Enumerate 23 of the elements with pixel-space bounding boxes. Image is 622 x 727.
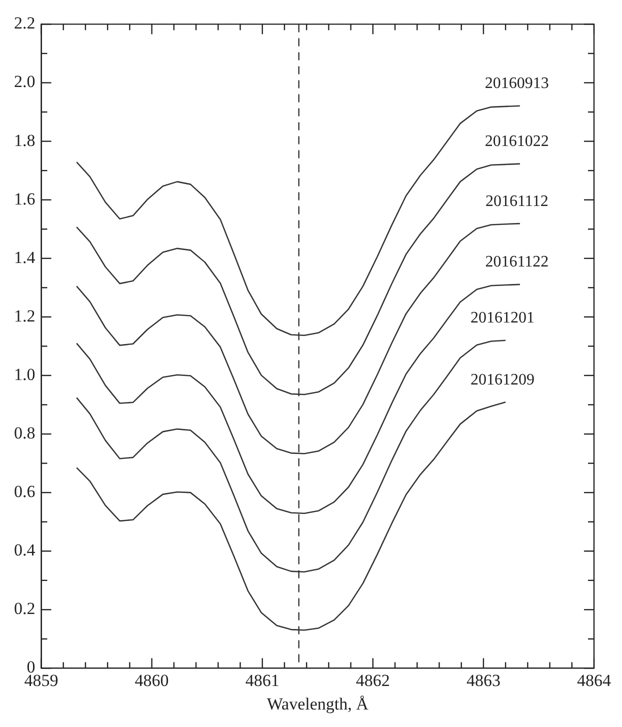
series-label: 20161112 — [486, 192, 548, 210]
x-axis-title: Wavelength, Å — [266, 694, 370, 714]
series-label: 20161022 — [484, 133, 549, 150]
y-tick-label: 0.4 — [14, 540, 36, 560]
series-label: 20161201 — [470, 310, 535, 327]
series-label: 20160913 — [484, 75, 549, 92]
x-tick-label: 4864 — [577, 670, 612, 690]
y-tick-label: 1.8 — [14, 130, 36, 150]
y-tick-label: 0.2 — [14, 599, 36, 618]
y-tick-label: 0.8 — [14, 423, 36, 442]
x-tick-label: 4861 — [245, 670, 280, 690]
x-tick-label: 4863 — [466, 670, 500, 690]
series-label: 20161122 — [485, 254, 549, 271]
y-tick-label: 1.0 — [14, 364, 36, 384]
x-tick-label: 4860 — [134, 670, 169, 690]
y-tick-label: 0.6 — [14, 482, 36, 502]
series-label: 20161209 — [470, 371, 535, 388]
y-tick-label: 1.4 — [14, 248, 36, 267]
y-tick-label: 2.2 — [14, 14, 36, 33]
x-tick-label: 4862 — [356, 670, 390, 690]
y-tick-label: 1.2 — [14, 306, 36, 326]
y-tick-label: 1.6 — [14, 189, 36, 208]
y-tick-label: 2.0 — [14, 72, 36, 92]
